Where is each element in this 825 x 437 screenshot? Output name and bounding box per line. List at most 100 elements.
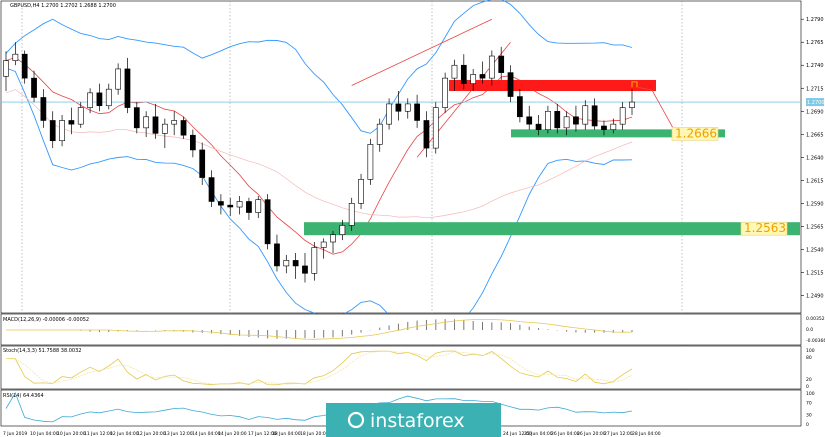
candle-body (348, 203, 355, 226)
candle-body (526, 116, 533, 125)
symbol-header: GBPUSD,H4 1.2700 1.2702 1.2688 1.2700 (10, 3, 116, 9)
candle-body (563, 116, 570, 129)
candle-body (40, 97, 47, 121)
price-tick-label: 1.2690 (806, 109, 824, 115)
candle-body (152, 116, 159, 134)
stoch-axis-label: 0 (806, 384, 809, 390)
candle-body (255, 199, 262, 213)
candle-body (460, 64, 467, 84)
time-tick-label: 18 Jun 04:00 (272, 431, 301, 437)
candle-body (582, 105, 589, 125)
candle-body (554, 110, 561, 129)
candle-body (171, 120, 178, 125)
candle-body (161, 123, 168, 134)
candle-body (68, 120, 75, 125)
price-tick-label: 1.2615 (806, 178, 824, 184)
candle-body (330, 234, 336, 243)
rsi-axis-label: 70 (806, 400, 812, 406)
candle-body (227, 204, 234, 208)
time-tick-label: 14 Jun 20:00 (218, 431, 247, 437)
level-label-lower: 1.2563 (740, 221, 788, 236)
candle-body (274, 243, 280, 267)
candle-body (189, 134, 196, 151)
candle-body (180, 120, 187, 136)
candle-body (442, 77, 449, 108)
time-tick-label: 25 Jun 04:00 (524, 431, 553, 437)
time-tick-label: 27 Jun 12:00 (604, 431, 633, 437)
candle-body (12, 53, 19, 61)
candle-body (488, 55, 495, 79)
level-label-upper-text: 1.2666 (675, 126, 717, 140)
price-tick-label: 1.2515 (806, 270, 824, 276)
candle-body (395, 103, 402, 112)
stoch-k-line (5, 350, 633, 386)
candle-body (133, 107, 140, 129)
candle-body (218, 201, 224, 206)
time-tick-label: 12 Jun 04:00 (110, 431, 139, 437)
candle-body (302, 265, 308, 274)
candle-body (77, 107, 84, 125)
price-pane (0, 0, 802, 314)
candle-body (545, 110, 551, 130)
candle-body (311, 247, 318, 274)
stochastic-lines (5, 350, 633, 386)
time-tick-label: 10 Jun 20:00 (57, 431, 86, 437)
price-tick-label: 1.2790 (806, 17, 824, 23)
candle-body (283, 260, 290, 267)
candle-body (610, 123, 617, 130)
level-label-upper: 1.2666 (671, 126, 719, 141)
price-tick-label: 1.2490 (806, 293, 824, 299)
stoch-axis-label: 100 (806, 348, 815, 354)
rsi-label: RSI(14) 64.4364 (3, 393, 44, 399)
macd-axis-label: 0.00352 (806, 316, 825, 322)
trendline-upper (351, 18, 493, 86)
trendline-lower (416, 41, 511, 158)
stoch-label: Stoch(14,3,3) 51.7588 38.0032 (3, 348, 81, 354)
candle-body (535, 123, 542, 130)
time-tick-label: 10 Jun 04:00 (30, 431, 59, 437)
candle-body (115, 68, 121, 90)
projection-marker (631, 81, 638, 88)
candle-body (208, 177, 215, 202)
candle-body (105, 88, 112, 107)
candle-body (358, 179, 364, 204)
macd-axis: 0.00352 0.0 -0.00366 (806, 316, 825, 344)
candle-body (414, 103, 420, 121)
candle-body (87, 92, 93, 108)
candle-body (124, 68, 131, 108)
price-tick-label: 1.2590 (806, 201, 824, 207)
candle-body (3, 60, 9, 77)
price-tick-label: 1.2740 (806, 63, 824, 69)
candle-body (320, 241, 327, 248)
candle-body (601, 125, 607, 130)
candle-body (573, 116, 579, 125)
time-tick-label: 26 Jun 20:00 (577, 431, 606, 437)
stoch-axis-label: 20 (806, 377, 812, 383)
moving-average-slow (5, 89, 633, 219)
candle-body (59, 120, 65, 142)
candle-body (629, 101, 635, 108)
candle-body (376, 123, 383, 145)
candle-body (236, 201, 243, 208)
stoch-axis-label: 80 (806, 355, 812, 361)
candlesticks (3, 42, 635, 283)
support-zone-lower (304, 222, 800, 236)
macd-axis-label: -0.00366 (806, 338, 825, 344)
candle-body (246, 201, 252, 213)
watermark-text: instaforex (370, 410, 465, 432)
time-tick-label: 24 Jun 12:00 (503, 431, 532, 437)
candle-body (423, 120, 430, 149)
macd-histogram (6, 319, 633, 340)
candle-body (432, 107, 439, 149)
level-label-lower-text: 1.2563 (744, 221, 786, 235)
rsi-line (5, 392, 633, 423)
candle-body (517, 96, 523, 118)
candle-body (199, 149, 206, 178)
price-tick-label: 1.2540 (806, 247, 824, 253)
bollinger-upper (5, 0, 633, 134)
resistance-zone (449, 79, 656, 92)
current-price-box: 1.2700 (806, 98, 825, 107)
time-tick-label: 13 Jun 12:00 (164, 431, 193, 437)
